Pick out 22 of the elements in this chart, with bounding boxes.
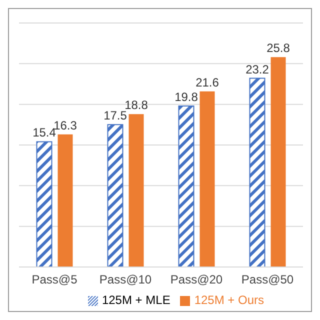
data-label: 17.5 <box>104 108 128 123</box>
bar <box>178 105 194 267</box>
x-tick-label: Pass@50 <box>241 272 294 287</box>
data-label: 19.8 <box>174 90 198 104</box>
bar <box>107 124 124 267</box>
legend-label: 125M + Ours <box>194 293 264 307</box>
data-label: 21.6 <box>196 75 220 90</box>
data-label: 15.4 <box>32 126 56 140</box>
bar <box>270 57 286 267</box>
bar <box>200 91 215 267</box>
bar <box>58 134 73 267</box>
x-tick-label: Pass@5 <box>32 272 78 287</box>
data-label: 16.3 <box>54 118 78 132</box>
data-label: 25.8 <box>266 41 290 56</box>
data-label: 23.2 <box>246 62 270 76</box>
x-tick-label: Pass@10 <box>99 272 152 287</box>
bar <box>36 141 52 267</box>
data-label: 18.8 <box>124 98 148 112</box>
x-tick-label: Pass@20 <box>170 272 223 287</box>
bar <box>128 114 144 267</box>
legend-label: 125M + MLE <box>102 293 170 307</box>
bar <box>249 78 266 267</box>
